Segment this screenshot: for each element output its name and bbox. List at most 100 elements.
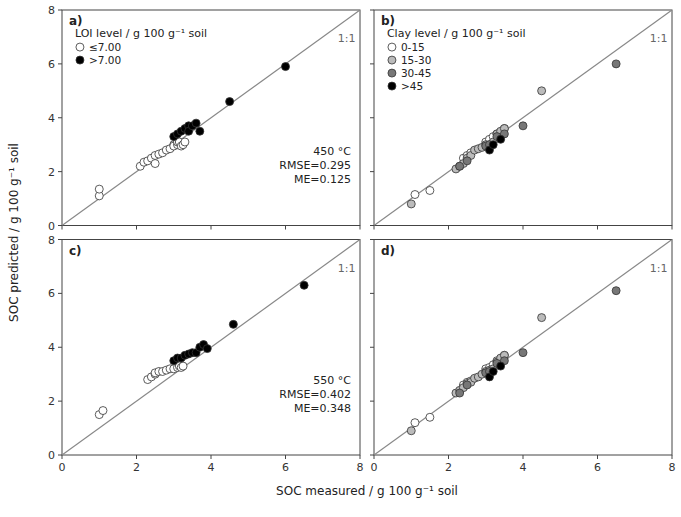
legend: LOI level / g 100 g⁻¹ soil≤7.00>7.00 <box>75 27 207 66</box>
y-tick-label: 0 <box>48 220 55 233</box>
annotation-line: 450 °C <box>313 145 351 158</box>
y-tick <box>58 293 62 294</box>
legend-entry: ≤7.00 <box>89 41 121 53</box>
scatter-point <box>497 362 505 370</box>
annotation: 450 °CRMSE=0.295ME=0.125 <box>279 145 351 186</box>
x-tick <box>285 455 286 459</box>
scatter-point <box>411 191 419 199</box>
x-tick <box>360 455 361 459</box>
y-tick <box>370 63 374 64</box>
y-tick <box>370 117 374 118</box>
scatter-point <box>95 185 103 193</box>
legend-marker <box>76 43 84 51</box>
x-axis-label: SOC measured / g 100 g⁻¹ soil <box>276 484 458 498</box>
legend-title: LOI level / g 100 g⁻¹ soil <box>75 27 207 40</box>
x-tick <box>374 455 375 459</box>
y-tick <box>58 63 62 64</box>
y-tick <box>58 10 62 11</box>
scatter-point <box>519 349 527 357</box>
legend-entry: 15-30 <box>401 54 432 66</box>
y-tick-label: 2 <box>48 395 55 408</box>
legend-entry: 30-45 <box>401 67 432 79</box>
legend-marker <box>388 56 396 64</box>
x-tick <box>672 455 673 459</box>
y-tick <box>370 347 374 348</box>
scatter-point <box>489 141 497 149</box>
y-tick <box>58 347 62 348</box>
x-tick-label: 8 <box>357 461 364 474</box>
x-tick-label: 0 <box>59 461 66 474</box>
x-tick-label: 6 <box>282 461 289 474</box>
line-label: 1:1 <box>650 32 668 45</box>
plot-frame <box>374 240 672 456</box>
legend-marker <box>388 43 396 51</box>
x-tick <box>597 455 598 459</box>
x-tick-label: 6 <box>594 461 601 474</box>
x-tick <box>285 226 286 230</box>
x-tick <box>523 226 524 230</box>
x-tick <box>62 226 63 230</box>
scatter-point <box>426 186 434 194</box>
y-tick-label: 6 <box>48 287 55 300</box>
annotation-line: 1:1 <box>338 32 356 45</box>
scatter-point <box>407 427 415 435</box>
panel-label: c) <box>69 244 82 258</box>
reference-line <box>62 240 360 456</box>
reference-line <box>374 240 672 456</box>
scatter-point <box>463 381 471 389</box>
y-tick-label: 2 <box>48 166 55 179</box>
x-tick-label: 8 <box>669 461 676 474</box>
reference-line <box>62 10 360 226</box>
scatter-point <box>463 157 471 165</box>
x-tick <box>672 226 673 230</box>
annotation-line: ME=0.348 <box>294 402 351 415</box>
scatter-point <box>99 407 107 415</box>
y-tick <box>370 239 374 240</box>
x-tick <box>211 455 212 459</box>
panel: 02468d)1:1 <box>370 240 676 475</box>
chart-root: 0 2 4 6 8 a) 1:1 450 °CRMSE=0.295ME=0.125 LOI le… <box>0 0 681 517</box>
marks <box>374 240 672 456</box>
legend-entry: >45 <box>401 80 423 92</box>
scatter-point <box>179 362 187 370</box>
line-label: 1:1 <box>338 262 356 275</box>
legend-entry: >7.00 <box>89 54 121 66</box>
x-tick-label: 0 <box>371 461 378 474</box>
x-tick-label: 4 <box>520 461 527 474</box>
y-axis-label: SOC predicted / g 100 g⁻¹ soil <box>7 143 21 322</box>
annotation: 550 °CRMSE=0.402ME=0.348 <box>279 374 351 415</box>
reference-line <box>374 10 672 226</box>
plot-frame <box>62 10 360 226</box>
legend-marker <box>76 56 84 64</box>
scatter-point <box>203 345 211 353</box>
x-tick-label: 2 <box>445 461 452 474</box>
scatter-point <box>612 60 620 68</box>
scatter-point <box>456 162 464 170</box>
x-tick <box>136 455 137 459</box>
line-label: 1:1 <box>650 262 668 275</box>
scatter-point <box>426 413 434 421</box>
panel-label: b) <box>381 14 395 28</box>
x-tick <box>211 226 212 230</box>
legend-marker <box>388 69 396 77</box>
annotation-line: ME=0.125 <box>294 173 351 186</box>
y-tick-label: 4 <box>48 341 55 354</box>
scatter-point <box>497 135 505 143</box>
panel-label: a) <box>69 14 83 28</box>
y-tick <box>58 401 62 402</box>
y-tick <box>370 455 374 456</box>
line-label: 1:1 <box>338 32 356 45</box>
annotation-line: RMSE=0.402 <box>279 388 351 401</box>
scatter-point <box>456 389 464 397</box>
x-tick <box>136 226 137 230</box>
panel: b)1:1Clay level / g 100 g⁻¹ soil0-1515-3… <box>370 10 672 230</box>
x-tick <box>374 226 375 230</box>
scatter-point <box>229 320 237 328</box>
scatter-point <box>411 419 419 427</box>
marks <box>62 240 360 456</box>
y-tick <box>58 239 62 240</box>
y-tick <box>58 171 62 172</box>
y-tick <box>58 117 62 118</box>
plot-frame <box>62 240 360 456</box>
scatter-point <box>538 314 546 322</box>
